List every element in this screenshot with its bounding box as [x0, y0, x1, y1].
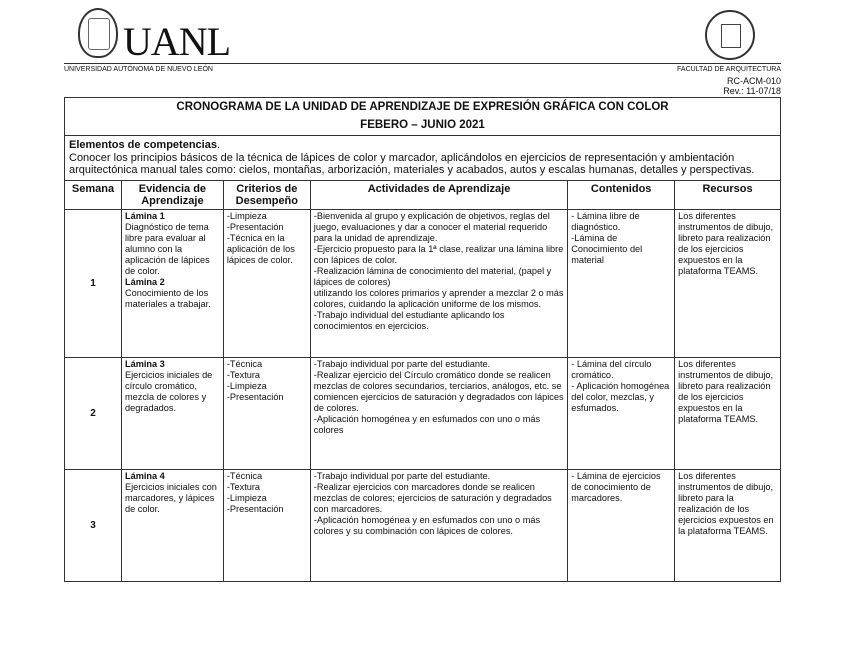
competencies: Elementos de competencias. Conocer los p… — [64, 135, 781, 181]
evidence-cell: Lámina 1 Diagnóstico de tema libre para … — [120, 208, 224, 358]
faculty-seal-logo — [705, 10, 755, 60]
col-evidence: Evidencia de Aprendizaje — [120, 179, 224, 210]
evidence-cell: Lámina 4 Ejercicios iniciales con marcad… — [120, 468, 224, 582]
table-row: 2 Lámina 3 Ejercicios iniciales de círcu… — [64, 356, 781, 470]
criteria-cell: -Limpieza -Presentación -Técnica en la a… — [222, 208, 311, 358]
contents-cell: - Lámina del círculo cromático. - Aplica… — [567, 356, 676, 470]
resources-cell: Los diferentes instrumentos de dibujo, l… — [674, 208, 781, 358]
col-week: Semana — [64, 179, 122, 210]
revision: Rev.: 11-07/18 — [723, 86, 781, 96]
contents-cell: - Lámina libre de diagnóstico. -Lámina d… — [567, 208, 676, 358]
col-contents: Contenidos — [567, 179, 676, 210]
col-resources: Recursos — [674, 179, 781, 210]
code: RC-ACM-010 — [726, 76, 781, 86]
activities-cell: -Trabajo individual por parte del estudi… — [309, 356, 569, 470]
table-header: Semana Evidencia de Aprendizaje Criterio… — [64, 179, 781, 210]
criteria-cell: -Técnica -Textura -Limpieza -Presentació… — [222, 468, 311, 582]
resources-cell: Los diferentes instrumentos de dibujo, l… — [674, 468, 781, 582]
evidence-title: Lámina 1 — [124, 210, 165, 221]
evidence-text: Diagnóstico de tema libre para evaluar a… — [124, 221, 210, 276]
document-title: CRONOGRAMA DE LA UNIDAD DE APRENDIZAJE D… — [64, 97, 781, 136]
period: FEBERO – JUNIO 2021 — [360, 119, 485, 131]
faculty-name: FACULTAD DE ARQUITECTURA — [677, 66, 781, 73]
schedule-table: CRONOGRAMA DE LA UNIDAD DE APRENDIZAJE D… — [64, 97, 781, 582]
uanl-logo-text: UANL — [123, 19, 231, 64]
week-cell: 3 — [64, 468, 122, 582]
evidence-title: Lámina 3 — [124, 358, 165, 369]
resources-cell: Los diferentes instrumentos de dibujo, l… — [674, 356, 781, 470]
evidence-text: Ejercicios iniciales con marcadores, y l… — [124, 481, 217, 514]
activities-cell: -Trabajo individual por parte del estudi… — [309, 468, 569, 582]
criteria-cell: -Técnica -Textura -Limpieza -Presentació… — [222, 356, 311, 470]
evidence-text: Ejercicios iniciales de círculo cromátic… — [124, 369, 213, 413]
document-code: RC-ACM-010 Rev.: 11-07/18 — [723, 76, 781, 96]
evidence-text: Conocimiento de los materiales a trabaja… — [124, 287, 211, 309]
uanl-seal-logo — [78, 8, 118, 58]
competencies-heading: Elementos de competencias — [69, 139, 217, 151]
evidence-title: Lámina 2 — [124, 276, 165, 287]
title: CRONOGRAMA DE LA UNIDAD DE APRENDIZAJE D… — [176, 101, 669, 113]
university-name: UNIVERSIDAD AUTÓNOMA DE NUEVO LEÓN — [64, 66, 213, 73]
competencies-text: Conocer los principios básicos de la téc… — [69, 151, 755, 177]
evidence-title: Lámina 4 — [124, 470, 165, 481]
evidence-cell: Lámina 3 Ejercicios iniciales de círculo… — [120, 356, 224, 470]
week-cell: 2 — [64, 356, 122, 470]
activities-cell: -Bienvenida al grupo y explicación de ob… — [309, 208, 569, 358]
week-cell: 1 — [64, 208, 122, 358]
col-criteria: Criterios de Desempeño — [222, 179, 311, 210]
contents-cell: - Lámina de ejercicios de conocimiento d… — [567, 468, 676, 582]
table-row: 3 Lámina 4 Ejercicios iniciales con marc… — [64, 468, 781, 582]
header-divider — [64, 63, 781, 64]
table-row: 1 Lámina 1 Diagnóstico de tema libre par… — [64, 208, 781, 358]
col-activities: Actividades de Aprendizaje — [309, 179, 569, 210]
